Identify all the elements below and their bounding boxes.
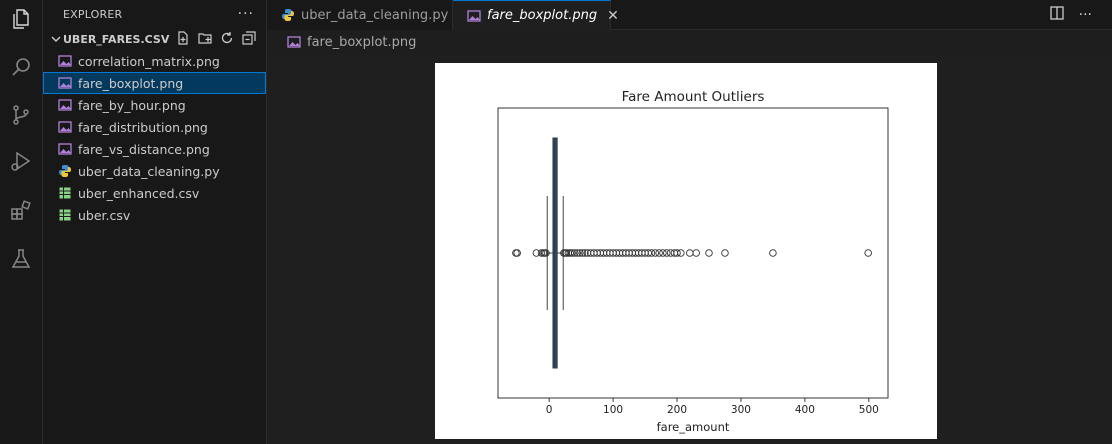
- outlier-point: [537, 249, 546, 257]
- file-item[interactable]: uber_enhanced.csv: [43, 182, 266, 204]
- collapse-all-icon[interactable]: [242, 30, 256, 48]
- file-label: fare_boxplot.png: [78, 75, 184, 91]
- image-file-icon: [58, 98, 72, 112]
- source-control-icon[interactable]: [6, 100, 36, 130]
- boxplot-chart: Fare Amount Outliers 0 100 200 300 400 500 fare…: [497, 89, 889, 434]
- x-tick-label: 400: [795, 404, 815, 416]
- x-tick-label: 200: [667, 404, 687, 416]
- tab-fare-boxplot[interactable]: fare_boxplot.png ✕: [453, 0, 619, 30]
- editor-tabs: uber_data_cleaning.py fare_boxplot.png ✕…: [267, 0, 1112, 30]
- image-file-icon: [287, 35, 301, 49]
- csv-file-icon: [58, 208, 72, 222]
- more-actions-icon[interactable]: ···: [237, 6, 254, 22]
- python-file-icon: [281, 8, 295, 22]
- new-folder-icon[interactable]: [198, 31, 212, 48]
- close-icon[interactable]: ✕: [607, 7, 619, 24]
- chevron-down-icon[interactable]: [49, 34, 63, 44]
- outlier-point: [666, 249, 675, 257]
- csv-file-icon: [58, 186, 72, 200]
- split-editor-icon[interactable]: [1049, 5, 1065, 25]
- x-tick-label: 500: [859, 404, 879, 416]
- search-icon[interactable]: [6, 52, 36, 82]
- explorer-sidebar: EXPLORER ··· UBER_FARES.CSV correlation_…: [43, 0, 267, 444]
- file-item[interactable]: correlation_matrix.png: [43, 50, 266, 72]
- x-tick-label: 100: [603, 404, 623, 416]
- outlier-point: [573, 249, 582, 257]
- image-preview: Fare Amount Outliers 0 100 200 300 400 500 fare…: [435, 63, 937, 439]
- file-label: uber_data_cleaning.py: [78, 163, 220, 179]
- file-label: correlation_matrix.png: [78, 53, 220, 69]
- folder-label: UBER_FARES.CSV: [63, 32, 170, 46]
- outlier-point: [576, 249, 584, 257]
- outlier-point: [655, 249, 663, 257]
- activity-bar: [0, 0, 43, 444]
- outlier-point: [677, 249, 685, 257]
- image-file-icon: [58, 54, 72, 68]
- outlier-point: [570, 249, 579, 257]
- x-tick-label: 0: [546, 404, 553, 416]
- file-item[interactable]: uber_data_cleaning.py: [43, 160, 266, 182]
- file-label: fare_by_hour.png: [78, 97, 186, 113]
- file-item[interactable]: uber.csv: [43, 204, 266, 226]
- outlier-point: [578, 249, 587, 257]
- outlier-point: [513, 249, 521, 257]
- plot-frame: [497, 107, 889, 399]
- image-file-icon: [467, 9, 481, 23]
- outlier-point: [659, 249, 667, 257]
- file-label: fare_distribution.png: [78, 119, 208, 135]
- tab-label: uber_data_cleaning.py: [301, 7, 449, 23]
- folder-uber-fares[interactable]: UBER_FARES.CSV: [43, 28, 266, 50]
- refresh-icon[interactable]: [220, 31, 234, 48]
- breadcrumb: fare_boxplot.png: [267, 30, 416, 54]
- extensions-icon[interactable]: [6, 196, 36, 226]
- testing-icon[interactable]: [6, 244, 36, 274]
- file-item[interactable]: fare_vs_distance.png: [43, 138, 266, 160]
- outlier-point: [568, 249, 576, 257]
- chart-title: Fare Amount Outliers: [622, 89, 765, 105]
- explorer-title: EXPLORER: [63, 7, 123, 21]
- breadcrumb-label[interactable]: fare_boxplot.png: [307, 34, 417, 50]
- file-label: fare_vs_distance.png: [78, 141, 210, 157]
- file-item[interactable]: fare_by_hour.png: [43, 94, 266, 116]
- file-label: uber_enhanced.csv: [78, 185, 200, 201]
- outlier-point: [542, 249, 550, 257]
- outlier-point: [651, 249, 660, 257]
- run-debug-icon[interactable]: [6, 146, 36, 176]
- python-file-icon: [58, 164, 72, 178]
- outlier-point: [692, 249, 700, 257]
- outlier-point: [721, 249, 729, 257]
- file-label: uber.csv: [78, 207, 131, 223]
- outlier-point: [705, 249, 713, 257]
- explorer-icon[interactable]: [6, 4, 36, 34]
- image-file-icon: [58, 76, 72, 90]
- image-file-icon: [58, 142, 72, 156]
- new-file-icon[interactable]: [176, 30, 190, 48]
- outlier-point: [663, 249, 671, 257]
- outlier-point: [562, 249, 571, 257]
- outlier-point: [673, 249, 681, 257]
- outlier-point: [686, 249, 694, 257]
- outlier-point: [769, 249, 777, 257]
- file-item[interactable]: fare_boxplot.png: [43, 72, 266, 94]
- image-file-icon: [58, 120, 72, 134]
- tab-uber-data-cleaning[interactable]: uber_data_cleaning.py: [267, 0, 453, 30]
- file-item[interactable]: fare_distribution.png: [43, 116, 266, 138]
- image-preview-area: Fare Amount Outliers 0 100 200 300 400 500 fare…: [267, 54, 1112, 444]
- outlier-point: [581, 249, 589, 257]
- outlier-point: [647, 249, 656, 257]
- x-tick-label: 300: [731, 404, 751, 416]
- outlier-point: [864, 249, 872, 257]
- more-actions-icon[interactable]: ···: [1078, 7, 1092, 23]
- x-axis-label: fare_amount: [657, 420, 730, 434]
- tab-label: fare_boxplot.png: [487, 8, 598, 23]
